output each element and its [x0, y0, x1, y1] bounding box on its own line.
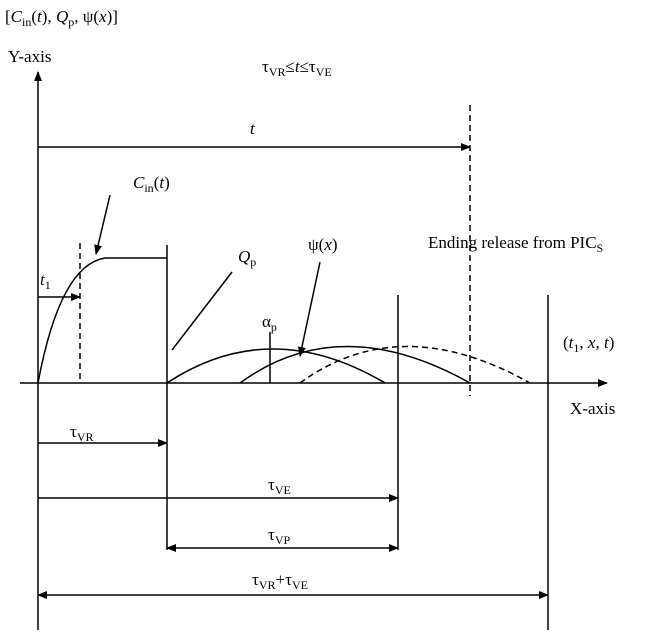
label-part: )	[332, 235, 338, 254]
tau-ve-label: τVE	[268, 475, 291, 497]
label-part: +τ	[276, 570, 293, 589]
labels: [Cin(t), Qp, ψ(x)] Y-axis X-axis τVR≤t≤τ…	[5, 7, 615, 592]
label-part: in	[144, 181, 153, 195]
label-part: S	[597, 241, 604, 255]
ending-label: Ending release from PICS	[428, 233, 603, 255]
label-part: p	[250, 255, 256, 269]
label-part: (	[31, 7, 37, 26]
label-part: )	[164, 173, 170, 192]
t1-label: t1	[40, 270, 51, 292]
psi-curve	[239, 345, 471, 384]
label-part: VR	[269, 65, 286, 79]
label-part: [	[5, 7, 11, 26]
label-part: ),	[42, 7, 56, 26]
label-part: C	[133, 173, 145, 192]
label-part: , ψ(	[74, 7, 99, 26]
label-part: VE	[292, 578, 308, 592]
label-part: Ending release from PIC	[428, 233, 597, 252]
label-part: VE	[316, 65, 332, 79]
label-part: τ	[70, 422, 77, 441]
label-part: p	[68, 15, 74, 29]
point-label: (t1, x, t)	[563, 333, 614, 355]
lines	[37, 105, 549, 630]
label-part: ≤	[286, 57, 295, 76]
y-axis-label: Y-axis	[8, 47, 51, 66]
label-part: (	[154, 173, 160, 192]
label-part: Q	[238, 247, 250, 266]
dashed-curve	[299, 345, 531, 384]
label-part: ≤τ	[300, 57, 316, 76]
label-part: )]	[107, 7, 118, 26]
label-part: τ	[252, 570, 259, 589]
qp-pointer	[171, 271, 233, 351]
qp-curve	[166, 348, 386, 384]
time-range: τVR≤t≤τVE	[262, 57, 332, 79]
y-axis-quantities: [Cin(t), Qp, ψ(x)]	[5, 7, 118, 29]
label-part: x	[587, 333, 596, 352]
label-part: VR	[77, 430, 94, 444]
alpha-label: αp	[262, 312, 277, 334]
axes	[20, 71, 608, 630]
label-part: VP	[275, 533, 291, 547]
cin-curve	[37, 257, 167, 384]
label-part: (	[563, 333, 569, 352]
label-part: in	[22, 15, 31, 29]
tau-vr-label: τVR	[70, 422, 94, 444]
label-part: Q	[56, 7, 68, 26]
psi-arrow	[297, 261, 321, 357]
label-part: α	[262, 312, 271, 331]
label-part: t	[569, 333, 575, 352]
psi-label: ψ(x)	[308, 235, 338, 254]
label-part: C	[11, 7, 23, 26]
label-part: t	[295, 57, 301, 76]
label-part: VE	[275, 483, 291, 497]
cin-arrow	[94, 194, 111, 255]
label-part: VR	[259, 578, 276, 592]
tau-vp-label: τVP	[268, 525, 291, 547]
label-part: τ	[268, 475, 275, 494]
label-part: ψ(	[308, 235, 325, 254]
qp-label: Qp	[238, 247, 256, 269]
label-part: t	[159, 173, 165, 192]
x-axis-label: X-axis	[570, 399, 615, 418]
label-part: τ	[262, 57, 269, 76]
tau-sum-label: τVR+τVE	[252, 570, 308, 592]
label-part: 1	[45, 278, 51, 292]
label-part: τ	[268, 525, 275, 544]
label-part: x	[98, 7, 107, 26]
label-part: ,	[595, 333, 604, 352]
label-part: p	[271, 320, 277, 334]
label-part: ,	[579, 333, 588, 352]
t-label: t	[250, 119, 256, 138]
label-part: t	[40, 270, 46, 289]
label-part: )	[609, 333, 615, 352]
label-part: t	[37, 7, 43, 26]
label-part: 1	[573, 341, 579, 355]
cin-label: Cin(t)	[133, 173, 170, 195]
label-part: t	[604, 333, 610, 352]
label-part: x	[323, 235, 332, 254]
